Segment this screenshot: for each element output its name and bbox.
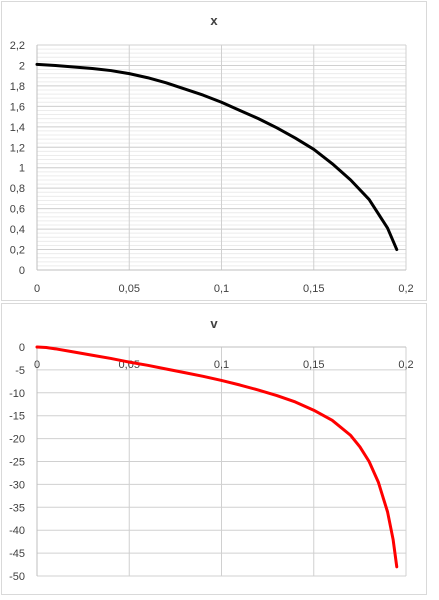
chart-v-x-tick-label: 0 (34, 359, 40, 371)
chart-x-series-line (35, 62, 399, 252)
chart-v-y-tick-label: -45 (9, 548, 25, 560)
chart-v-y-tick-label: -50 (9, 571, 25, 583)
chart-x-x-tick-label: 0,2 (398, 283, 413, 295)
chart-x-y-tick-label: 1,4 (10, 122, 25, 134)
chart-x-x-tick-label: 0,1 (214, 283, 229, 295)
chart-x-y-tick-label: 0,2 (10, 245, 25, 257)
chart-x-y-tick-label: 0,8 (10, 183, 25, 195)
chart-v-y-tick-label: -15 (9, 411, 25, 423)
chart-x-gridlines (36, 44, 407, 271)
chart-v-y-tick-label: -10 (9, 388, 25, 400)
chart-x-y-tick-label: 0,6 (10, 204, 25, 216)
chart-x-x-tick-label: 0,15 (303, 283, 324, 295)
chart-x-y-tick-label: 1,6 (10, 101, 25, 113)
chart-x-y-tick-label: 0 (19, 265, 25, 277)
chart-v-x-tick-label: 0,15 (303, 359, 324, 371)
chart-x-y-tick-label: 1,2 (10, 142, 25, 154)
chart-x-x-tick-label: 0 (34, 283, 40, 295)
chart-x-title: x (210, 13, 218, 28)
chart-x-y-tick-label: 1,8 (10, 81, 25, 93)
chart-v-y-tick-label: -5 (15, 365, 25, 377)
chart-x-y-tick-label: 2,2 (10, 40, 25, 52)
chart-x-axes (36, 45, 406, 271)
chart-v-y-tick-label: -20 (9, 434, 25, 446)
chart-v-series-line (35, 345, 399, 569)
chart-v-y-tick-label: 0 (19, 342, 25, 354)
chart-v-y-tick-label: -25 (9, 457, 25, 469)
chart-v-axes (36, 346, 406, 576)
chart-v-y-tick-labels: 0 -5 -10 -15 -20 -25 -30 -35 -40 -45 -50 (9, 342, 25, 583)
chart-x-x-tick-labels: 0 0,05 0,1 0,15 0,2 (34, 283, 414, 295)
chart-v-x-tick-label: 0,2 (398, 359, 413, 371)
chart-x-series (35, 62, 399, 252)
chart-v-y-tick-label: -30 (9, 479, 25, 491)
chart-x-y-tick-label: 2 (19, 60, 25, 72)
chart-v-y-tick-label: -35 (9, 502, 25, 514)
chart-v-title: v (210, 316, 218, 331)
chart-v-y-tick-label: -40 (9, 525, 25, 537)
chart-x-y-tick-labels: 2,2 2 1,8 1,6 1,4 1,2 1 0,8 0,6 0,4 0,2 0 (10, 40, 25, 277)
chart-x-x-tick-label: 0,05 (119, 283, 140, 295)
chart-v-x-tick-label: 0,1 (214, 359, 229, 371)
chart-x-y-tick-label: 1 (19, 163, 25, 175)
chart-x-y-tick-label: 0,4 (10, 224, 25, 236)
chart-v-series (35, 345, 399, 569)
